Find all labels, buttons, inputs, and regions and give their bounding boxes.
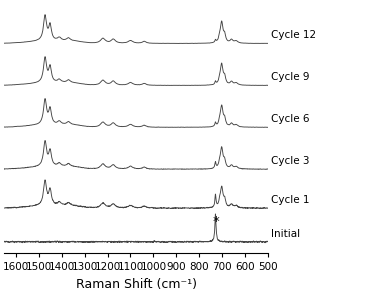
- Text: Cycle 6: Cycle 6: [271, 114, 309, 124]
- Text: *: *: [212, 215, 219, 228]
- X-axis label: Raman Shift (cm⁻¹): Raman Shift (cm⁻¹): [76, 278, 197, 291]
- Text: Cycle 3: Cycle 3: [271, 156, 309, 166]
- Text: Cycle 12: Cycle 12: [271, 30, 316, 40]
- Text: Cycle 1: Cycle 1: [271, 195, 309, 205]
- Text: Cycle 9: Cycle 9: [271, 72, 309, 82]
- Text: Initial: Initial: [271, 229, 300, 239]
